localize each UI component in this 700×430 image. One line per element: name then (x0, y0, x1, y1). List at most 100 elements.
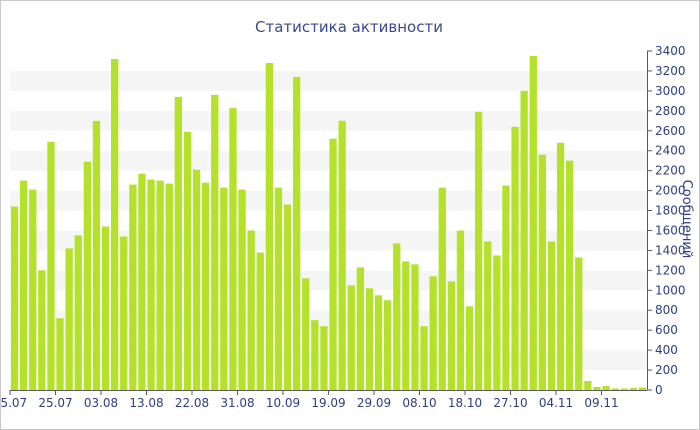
x-tick-label: 15.07 (1, 396, 27, 410)
bar (192, 169, 201, 390)
bar (29, 189, 37, 390)
bar (211, 94, 219, 390)
bar (575, 257, 583, 390)
y-tick-label: 200 (655, 363, 678, 377)
bar (256, 252, 264, 390)
bar (502, 185, 510, 390)
bar (20, 180, 28, 390)
bar (101, 226, 110, 390)
y-tick-label: 3400 (655, 44, 686, 58)
bar (156, 180, 164, 390)
y-tick-label: 2600 (655, 124, 686, 138)
bar (220, 187, 228, 390)
bar (129, 184, 137, 390)
bar (620, 388, 628, 390)
bar (202, 182, 210, 390)
grid-band (10, 70, 647, 91)
bar (320, 326, 328, 390)
x-tick-label: 10.09 (266, 396, 300, 410)
bar (92, 120, 101, 390)
bar (283, 204, 292, 390)
x-tick-label: 09.11 (584, 396, 618, 410)
bar (511, 126, 519, 390)
bar (229, 107, 237, 391)
bar (402, 261, 410, 390)
bar (593, 387, 601, 390)
bar (183, 131, 192, 390)
y-tick-label: 2400 (655, 144, 686, 158)
bar (365, 288, 374, 390)
y-tick-label: 2200 (655, 164, 686, 178)
x-tick-labels: 15.07 25.07 03.08 13.08 22.08 31.08 10.09 19.09… (1, 390, 619, 410)
bar (420, 326, 428, 390)
bar (311, 320, 319, 390)
bar (356, 267, 364, 390)
y-tick-label: 1200 (655, 263, 686, 277)
bar (493, 255, 501, 390)
x-tick-label: 27.10 (493, 396, 527, 410)
bar (475, 111, 483, 390)
bar (329, 138, 337, 390)
bar (520, 90, 528, 390)
x-tick-label: 08.10 (402, 396, 436, 410)
bar (165, 183, 173, 390)
bar (584, 381, 592, 390)
bar (238, 189, 246, 390)
grid-band (10, 110, 647, 131)
bar (638, 387, 647, 390)
bar (447, 281, 455, 390)
bar (393, 243, 401, 390)
grid-band (10, 130, 647, 151)
x-tick-label: 25.07 (38, 396, 72, 410)
bar (456, 230, 465, 390)
bar (111, 58, 119, 390)
y-tick-label: 800 (655, 303, 678, 317)
bar (347, 285, 355, 390)
y-tick-label: 600 (655, 323, 678, 337)
y-tick-label: 3000 (655, 84, 686, 98)
bar (38, 270, 46, 390)
bar (74, 235, 82, 390)
x-tick-label: 03.08 (84, 396, 118, 410)
bar (556, 142, 565, 390)
y-tick-label: 2000 (655, 184, 686, 198)
bar (602, 386, 610, 390)
bar (374, 295, 383, 390)
x-tick-label: 22.08 (175, 396, 209, 410)
bar (302, 278, 310, 390)
bar (10, 206, 19, 390)
x-tick-label: 29.09 (357, 396, 391, 410)
bar (265, 62, 273, 390)
bar (384, 300, 392, 390)
bar (411, 264, 419, 390)
x-tick-label: 31.08 (220, 396, 254, 410)
y-tick-label: 400 (655, 343, 678, 357)
bar (147, 179, 155, 390)
grid-band (10, 150, 647, 171)
y-tick-label: 1600 (655, 223, 686, 237)
bar (338, 120, 346, 390)
bar (138, 173, 146, 390)
chart-title: Статистика активности (255, 18, 443, 36)
x-tick-label: 19.09 (311, 396, 345, 410)
bars-group (10, 55, 647, 391)
y-tick-label: 3200 (655, 64, 686, 78)
bar (65, 248, 73, 390)
bar (438, 187, 446, 390)
y-tick-label: 0 (655, 383, 663, 397)
y-tick-labels: 0 200 400 600 800 1000 1200 1400 1600 1800 2000 220… (647, 44, 686, 397)
bar (629, 388, 637, 390)
bar (174, 96, 182, 390)
bar (538, 154, 546, 390)
bar (547, 241, 556, 390)
grid-band (10, 51, 647, 71)
bar (465, 306, 474, 390)
bar (247, 230, 255, 390)
y-axis-label: Сообщений (679, 180, 694, 259)
bar (566, 160, 574, 390)
bar (47, 141, 55, 390)
bar (611, 388, 619, 390)
y-tick-label: 1800 (655, 204, 686, 218)
